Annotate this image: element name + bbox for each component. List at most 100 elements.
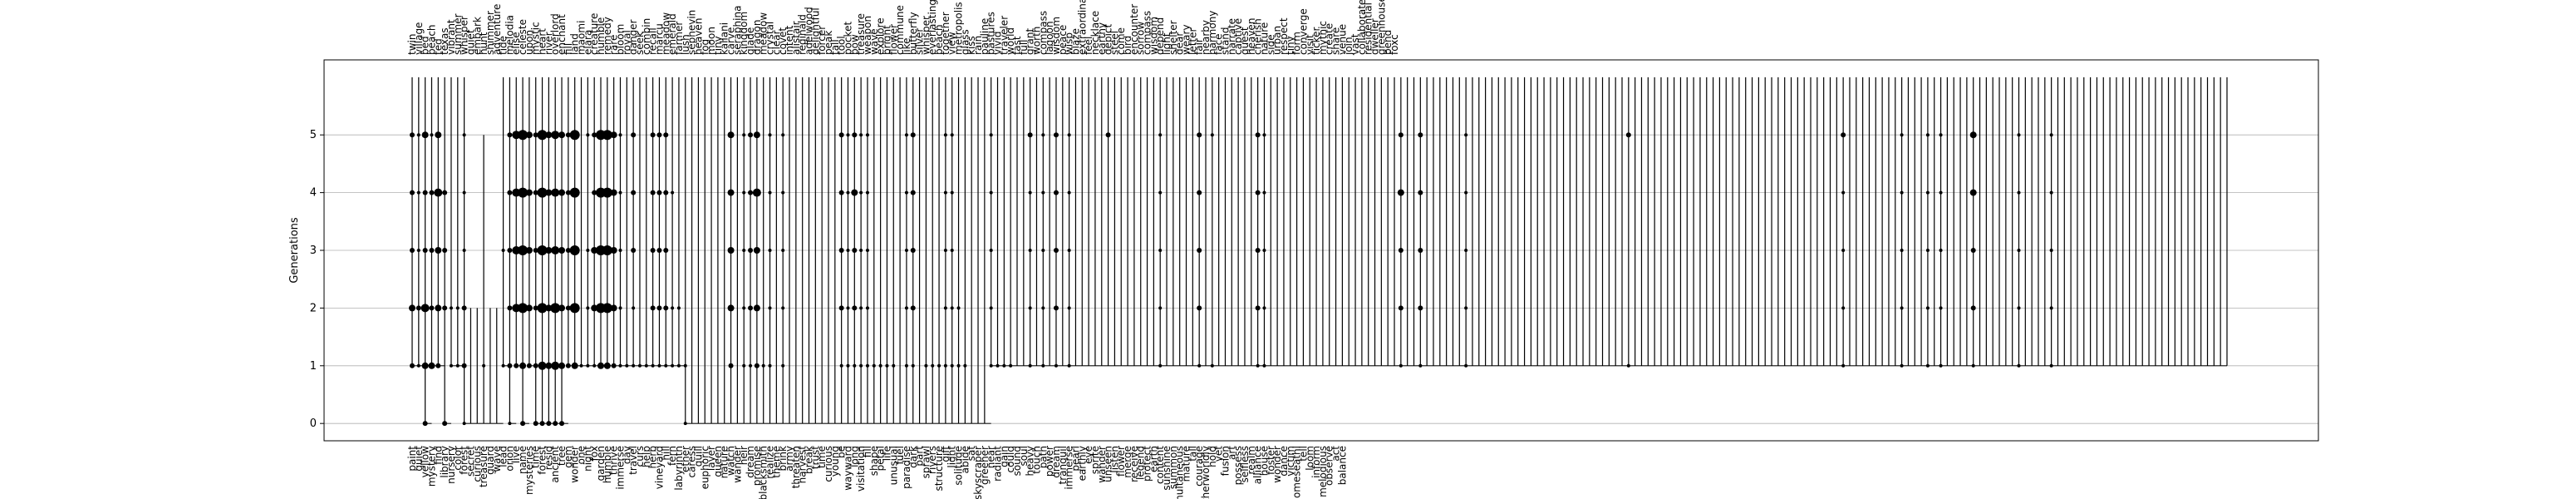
y-tick-label: 1 [310,360,317,373]
top-word-label: recall [647,27,659,55]
top-word-label: compass [1037,11,1049,55]
bottom-word-label: summon [1168,446,1179,489]
top-word-label: heart [537,28,548,55]
data-point [1418,132,1423,138]
data-point [742,306,746,310]
bottom-word-label: labyrinth [673,446,685,491]
data-point [1925,133,1930,137]
data-point [1053,248,1059,253]
bottom-word-label: quill [692,446,704,467]
bottom-word-label: listen [1109,446,1120,473]
data-point [429,248,435,253]
top-word-label: summer [452,13,464,55]
top-word-label: fast [1011,36,1023,55]
data-point [618,306,622,310]
top-word-label: grant [1025,27,1036,55]
top-word-label: bend [1382,30,1394,55]
data-point [943,133,947,137]
data-point [442,305,448,311]
data-point [1028,249,1032,252]
data-point [904,249,908,252]
data-point [1969,189,1977,196]
bottom-word-label: sprawl [920,446,932,478]
top-word-label: intent [784,25,795,55]
top-word-label: venue [1336,24,1348,55]
bottom-word-label: selfless [1239,446,1251,482]
data-point [442,190,448,195]
top-word-label: rare [608,35,620,55]
top-word-label: glass [959,29,971,55]
data-point [1418,363,1423,368]
data-point [429,305,435,311]
data-point [565,305,571,311]
bottom-word-label: fox [588,446,600,461]
bottom-word-label: path [1037,446,1049,468]
data-point [742,190,746,195]
data-point [910,305,916,311]
data-point [838,132,844,138]
data-point [950,306,954,310]
bottom-word-label: petal [875,446,887,471]
top-word-label: danger [627,19,639,55]
data-point [1464,190,1468,195]
data-point [1262,133,1266,137]
top-word-label: together [940,12,951,55]
data-point [728,363,734,368]
data-point [859,190,863,195]
data-point [1053,190,1059,195]
data-point [1969,131,1977,139]
top-word-label: rain [972,36,984,55]
data-point [602,245,612,255]
data-point [989,190,993,195]
top-word-label: combin [641,18,652,55]
data-point [1970,305,1976,311]
data-point [1053,132,1059,138]
data-point [1210,133,1214,137]
top-word-label: adventure [491,4,503,55]
data-point [1255,305,1261,311]
data-point [422,190,428,195]
data-point [656,190,662,195]
bottom-word-label: fill [862,446,873,457]
data-point [1158,363,1163,368]
bottom-word-label: dark [907,446,919,468]
data-point [2017,363,2021,368]
data-point [1028,190,1032,195]
data-point [2049,190,2053,195]
data-point [435,363,441,368]
data-point [518,303,528,314]
data-point [859,249,863,252]
top-word-label: converge [1297,8,1309,55]
data-point [550,303,561,314]
y-axis-ticks: 0 1 2 3 4 5 [310,129,324,430]
bottom-word-label: herb [647,446,659,469]
data-point [859,133,863,137]
data-point [1105,132,1111,138]
data-point [591,247,598,254]
bottom-word-label: greener [979,446,991,485]
data-point [650,190,656,195]
top-word-label: side [1265,34,1276,55]
data-point [943,249,947,252]
data-point [671,363,675,368]
data-point [618,363,622,368]
data-point [1464,363,1468,368]
top-word-label: lush [680,34,691,55]
top-word-label: elara [582,30,593,55]
data-point [1625,132,1631,138]
data-point [586,133,590,137]
data-point [559,421,565,427]
bottom-word-label: guard [484,446,496,475]
data-point [545,304,553,312]
data-point [1255,248,1261,253]
bottom-word-label: forest [537,446,548,475]
top-word-label: weary [1181,24,1192,55]
data-point [501,249,505,252]
bottom-word-label: heavy [1025,446,1036,477]
data-point [1067,190,1071,195]
top-word-label: captive [1232,18,1244,55]
data-point [435,304,442,312]
data-point [449,363,453,368]
data-point [410,190,415,195]
bottom-word-label: caress [686,446,698,478]
